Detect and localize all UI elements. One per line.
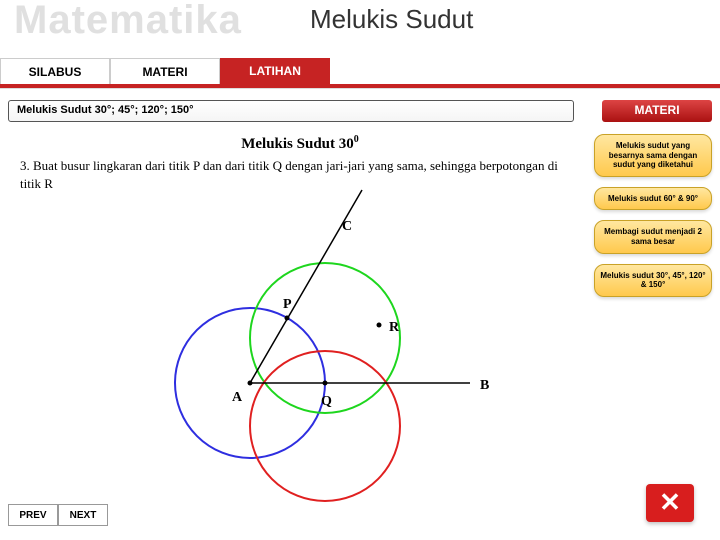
- content-body: 3. Buat busur lingkaran dari titik P dan…: [20, 157, 580, 192]
- content-title-text: Melukis Sudut 30: [241, 136, 354, 152]
- sidebar-item-1[interactable]: Melukis sudut yang besarnya sama dengan …: [594, 134, 712, 177]
- watermark-title: Matematika: [14, 0, 242, 43]
- diagram: A P C Q R B: [130, 208, 490, 468]
- next-button[interactable]: NEXT: [58, 504, 108, 526]
- sidebar-item-3[interactable]: Membagi sudut menjadi 2 sama besar: [594, 220, 712, 253]
- tab-materi[interactable]: MATERI: [110, 58, 220, 84]
- materi-badge[interactable]: MATERI: [602, 100, 712, 122]
- svg-text:B: B: [480, 378, 489, 393]
- sidebar-item-2[interactable]: Melukis sudut 60° & 90°: [594, 187, 712, 211]
- content-area: Melukis Sudut 300 3. Buat busur lingkara…: [20, 134, 580, 192]
- content-title: Melukis Sudut 300: [20, 134, 580, 153]
- page-title: Melukis Sudut: [310, 4, 473, 35]
- tab-row: SILABUS MATERI LATIHAN: [0, 56, 720, 84]
- content-title-sup: 0: [354, 134, 359, 145]
- nav-buttons: PREV NEXT: [8, 504, 108, 526]
- breadcrumb: Melukis Sudut 30°; 45°; 120°; 150°: [8, 100, 574, 122]
- prev-button[interactable]: PREV: [8, 504, 58, 526]
- svg-text:C: C: [342, 219, 352, 234]
- svg-text:Q: Q: [321, 394, 332, 409]
- divider-grey: [0, 88, 720, 89]
- close-icon: ✕: [659, 488, 681, 518]
- tab-silabus[interactable]: SILABUS: [0, 58, 110, 84]
- sidebar: Melukis sudut yang besarnya sama dengan …: [594, 134, 712, 297]
- sidebar-item-4[interactable]: Melukis sudut 30°, 45°, 120° & 150°: [594, 264, 712, 297]
- svg-text:P: P: [283, 297, 292, 312]
- svg-text:A: A: [232, 390, 243, 405]
- svg-text:R: R: [389, 320, 400, 335]
- close-button[interactable]: ✕: [646, 484, 694, 522]
- tab-latihan[interactable]: LATIHAN: [220, 58, 330, 84]
